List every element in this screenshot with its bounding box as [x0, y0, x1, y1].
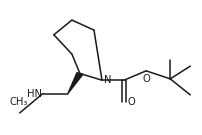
- Polygon shape: [68, 73, 83, 94]
- Text: CH₃: CH₃: [9, 97, 28, 107]
- Text: N: N: [104, 75, 112, 85]
- Text: O: O: [128, 97, 135, 107]
- Text: O: O: [142, 74, 150, 84]
- Text: HN: HN: [27, 89, 42, 99]
